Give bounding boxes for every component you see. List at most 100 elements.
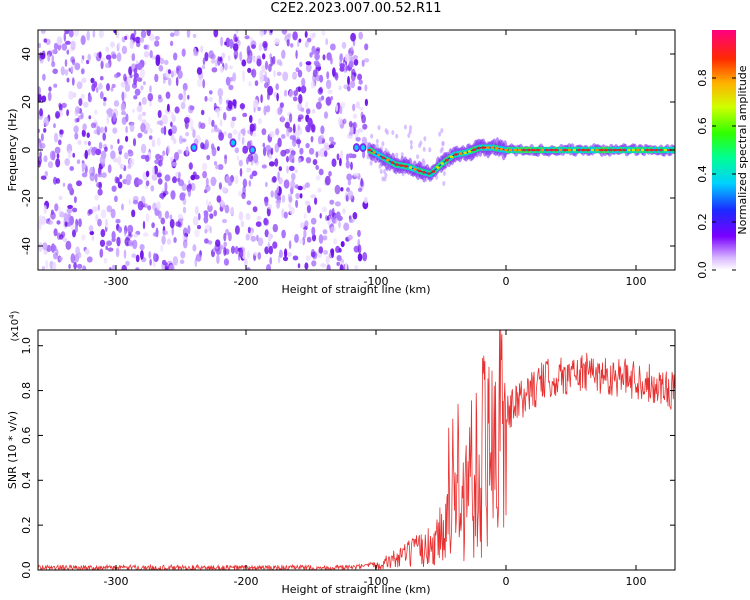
signal-core-dot xyxy=(586,148,590,152)
noise-speckle xyxy=(214,59,218,67)
noise-speckle xyxy=(166,103,170,112)
noise-speckle xyxy=(51,61,56,68)
noise-speckle xyxy=(143,51,150,58)
noise-speckle xyxy=(370,133,374,139)
signal-blob-core xyxy=(250,147,255,153)
signal-core-dot xyxy=(622,148,627,152)
noise-speckle xyxy=(73,125,79,133)
noise-speckle xyxy=(162,150,166,156)
noise-speckle xyxy=(76,263,83,269)
noise-speckle xyxy=(76,159,81,164)
noise-speckle xyxy=(259,30,264,37)
noise-speckle xyxy=(395,152,399,158)
noise-speckle xyxy=(347,179,352,186)
noise-speckle xyxy=(62,237,68,242)
noise-speckle xyxy=(164,174,171,182)
noise-speckle xyxy=(305,157,312,164)
noise-speckle xyxy=(202,170,208,179)
noise-speckle xyxy=(80,35,86,46)
noise-speckle xyxy=(104,126,108,133)
noise-speckle xyxy=(103,97,107,102)
noise-speckle xyxy=(100,150,107,160)
signal-core-dot xyxy=(381,156,385,159)
noise-speckle xyxy=(301,77,306,87)
noise-speckle xyxy=(105,218,108,228)
y-tick-label: 40 xyxy=(20,47,33,61)
noise-speckle xyxy=(294,169,298,174)
spectrogram-frame xyxy=(37,29,676,271)
noise-speckle xyxy=(215,164,220,170)
noise-speckle xyxy=(93,81,98,88)
noise-speckle xyxy=(207,240,213,245)
signal-core-dot xyxy=(608,148,613,152)
noise-speckle xyxy=(77,140,82,145)
noise-speckle xyxy=(277,137,282,148)
noise-speckle xyxy=(192,244,197,252)
noise-speckle xyxy=(252,131,256,138)
noise-speckle xyxy=(94,109,98,115)
noise-speckle xyxy=(113,100,120,107)
noise-speckle xyxy=(297,114,304,120)
noise-speckle xyxy=(162,230,169,236)
noise-speckle xyxy=(162,114,168,125)
noise-speckle xyxy=(353,121,357,129)
noise-speckle xyxy=(217,146,220,152)
noise-speckle xyxy=(177,70,183,79)
noise-speckle xyxy=(210,128,215,133)
noise-speckle xyxy=(225,76,231,86)
noise-speckle xyxy=(260,71,264,82)
noise-speckle xyxy=(175,76,179,87)
noise-speckle xyxy=(94,173,98,183)
noise-speckle xyxy=(106,205,113,213)
noise-speckle xyxy=(95,148,102,156)
noise-speckle xyxy=(269,256,273,265)
x-tick-label: 100 xyxy=(626,575,647,588)
noise-speckle xyxy=(362,123,368,130)
noise-speckle xyxy=(357,244,362,254)
signal-core-dot xyxy=(618,148,622,152)
noise-speckle xyxy=(137,133,142,139)
noise-speckle xyxy=(145,180,150,187)
noise-speckle xyxy=(357,253,363,262)
noise-speckle xyxy=(224,204,230,214)
noise-speckle xyxy=(47,54,51,62)
noise-speckle xyxy=(377,125,381,131)
noise-speckle xyxy=(339,106,343,115)
noise-speckle xyxy=(173,151,180,161)
noise-speckle xyxy=(189,118,194,129)
noise-speckle xyxy=(296,128,300,138)
noise-speckle xyxy=(213,30,219,38)
noise-speckle xyxy=(345,160,350,169)
x-tick-label: -300 xyxy=(104,275,129,288)
noise-speckle xyxy=(234,246,239,255)
noise-speckle xyxy=(110,150,116,160)
noise-speckle xyxy=(312,32,316,38)
noise-speckle xyxy=(90,122,96,129)
noise-speckle xyxy=(306,236,312,243)
noise-speckle xyxy=(115,247,120,258)
noise-speckle xyxy=(111,264,116,270)
noise-speckle xyxy=(353,172,360,177)
noise-speckle xyxy=(58,206,61,215)
noise-speckle xyxy=(419,140,423,146)
noise-speckle xyxy=(123,249,127,259)
noise-speckle xyxy=(167,77,172,86)
signal-core-dot xyxy=(563,148,567,152)
noise-speckle xyxy=(185,146,189,156)
noise-speckle xyxy=(88,208,93,215)
noise-speckle xyxy=(331,207,335,218)
noise-speckle xyxy=(222,112,227,121)
noise-speckle xyxy=(304,40,309,48)
noise-speckle xyxy=(297,69,303,78)
noise-speckle xyxy=(350,80,356,89)
noise-speckle xyxy=(103,257,108,264)
signal-core-dot xyxy=(399,164,404,167)
noise-speckle xyxy=(264,82,269,89)
noise-speckle xyxy=(145,170,150,177)
signal-core-dot xyxy=(372,151,376,154)
noise-speckle xyxy=(305,255,311,261)
noise-speckle xyxy=(257,252,262,260)
noise-speckle xyxy=(133,68,138,74)
noise-speckle xyxy=(70,224,75,231)
